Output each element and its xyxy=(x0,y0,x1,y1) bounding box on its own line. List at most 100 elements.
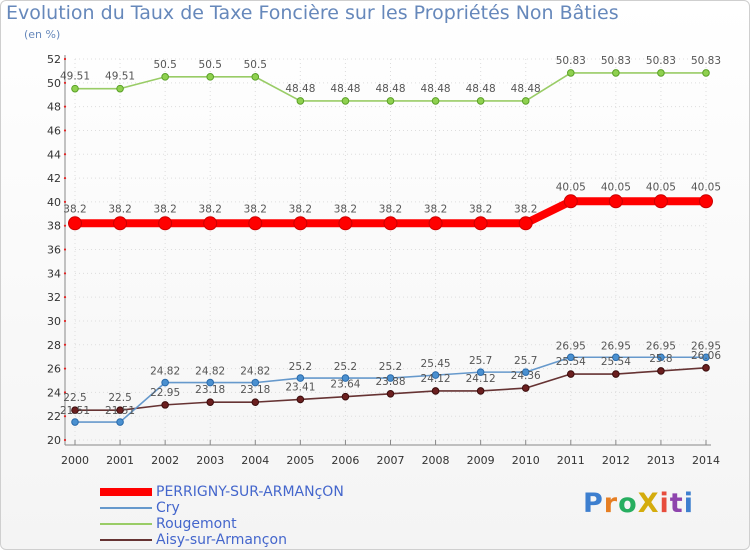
data-point-cry xyxy=(116,418,124,426)
data-label-perrigny-sur-arman-on: 38.2 xyxy=(514,203,537,215)
data-label-aisy-sur-arman-on: 23.64 xyxy=(330,379,360,391)
legend-swatch xyxy=(100,488,152,496)
data-label-cry: 21.51 xyxy=(60,405,90,417)
data-point-perrigny-sur-arman-on xyxy=(518,216,533,231)
data-label-cry: 26.95 xyxy=(556,340,586,352)
logo-letter: i xyxy=(683,488,694,519)
x-tick-label: 2000 xyxy=(61,454,89,467)
x-tick-label: 2004 xyxy=(241,454,269,467)
data-labels: 49.51 49.51 50.5 50.5 50.5 48.48 48.48 48.48 48.… xyxy=(60,55,721,417)
data-point-perrigny-sur-arman-on xyxy=(563,194,578,209)
y-tick-label: 32 xyxy=(47,291,61,304)
data-point-cry xyxy=(251,378,260,387)
data-label-rougemont: 50.83 xyxy=(691,55,721,67)
data-label-cry: 26.95 xyxy=(601,340,631,352)
y-axis-tick-dot xyxy=(63,248,67,251)
data-label-aisy-sur-arman-on: 26.06 xyxy=(691,350,721,362)
x-tick-label: 2010 xyxy=(512,454,540,467)
logo-letter: i xyxy=(659,488,670,519)
data-label-perrigny-sur-arman-on: 38.2 xyxy=(289,203,312,215)
y-tick-label: 28 xyxy=(47,339,61,352)
data-point-cry xyxy=(296,374,305,382)
data-label-cry: 25.2 xyxy=(289,361,312,373)
data-point-aisy-sur-arman-on xyxy=(386,390,395,398)
data-label-aisy-sur-arman-on: 22.5 xyxy=(63,392,86,404)
y-axis-tick-dot xyxy=(63,296,67,299)
data-point-perrigny-sur-arman-on xyxy=(338,216,353,231)
x-tick-label: 2009 xyxy=(467,454,495,467)
data-label-rougemont: 48.48 xyxy=(330,83,360,95)
data-label-cry: 25.7 xyxy=(514,355,537,367)
data-point-perrigny-sur-arman-on xyxy=(428,216,443,231)
data-label-rougemont: 50.83 xyxy=(646,55,676,67)
data-label-aisy-sur-arman-on: 24.12 xyxy=(421,373,451,385)
data-point-cry xyxy=(657,353,665,362)
y-axis-tick-dot xyxy=(63,129,67,132)
logo-letter: o xyxy=(618,488,638,519)
data-label-rougemont: 49.51 xyxy=(60,71,90,83)
data-label-perrigny-sur-arman-on: 40.05 xyxy=(601,181,631,193)
y-axis-tick-dot xyxy=(63,57,67,61)
data-point-rougemont xyxy=(431,97,440,105)
logo-letter: P xyxy=(583,488,604,519)
data-point-rougemont xyxy=(521,97,530,105)
y-tick-label: 24 xyxy=(47,386,61,399)
data-label-aisy-sur-arman-on: 23.41 xyxy=(285,381,315,393)
legend-label: Rougemont xyxy=(156,516,237,532)
x-tick-label: 2013 xyxy=(647,454,675,467)
data-point-cry xyxy=(612,353,620,362)
data-point-perrigny-sur-arman-on xyxy=(203,216,218,231)
data-point-rougemont xyxy=(657,69,665,77)
x-tick-label: 2007 xyxy=(377,454,405,467)
y-tick-label: 38 xyxy=(47,220,61,233)
data-point-aisy-sur-arman-on xyxy=(251,398,260,406)
chart-title: Evolution du Taux de Taxe Foncière sur l… xyxy=(6,2,619,24)
legend-label: PERRIGNY-SUR-ARMANçON xyxy=(156,484,344,500)
y-tick-label: 22 xyxy=(47,410,61,423)
data-point-cry xyxy=(431,371,440,379)
data-label-rougemont: 48.48 xyxy=(511,83,541,95)
data-point-aisy-sur-arman-on xyxy=(431,387,440,395)
data-point-rougemont xyxy=(476,97,485,105)
data-label-perrigny-sur-arman-on: 40.05 xyxy=(556,181,586,193)
data-label-perrigny-sur-arman-on: 38.2 xyxy=(469,203,492,215)
y-axis-tick-dot xyxy=(63,224,67,227)
data-label-aisy-sur-arman-on: 23.18 xyxy=(195,384,225,396)
data-point-rougemont xyxy=(702,69,710,77)
data-label-aisy-sur-arman-on: 23.18 xyxy=(240,384,270,396)
data-label-rougemont: 49.51 xyxy=(105,71,135,83)
data-label-aisy-sur-arman-on: 25.8 xyxy=(649,353,672,365)
y-tick-label: 26 xyxy=(47,363,61,376)
data-point-cry xyxy=(476,368,485,376)
legend-label: Aisy-sur-Armançon xyxy=(156,532,287,548)
y-tick-label: 20 xyxy=(47,434,61,447)
data-point-cry xyxy=(206,378,215,387)
data-point-rougemont xyxy=(566,69,575,77)
y-tick-label: 48 xyxy=(47,101,61,114)
data-label-rougemont: 48.48 xyxy=(285,83,315,95)
data-label-perrigny-sur-arman-on: 38.2 xyxy=(334,203,357,215)
legend-label: Cry xyxy=(156,500,180,516)
y-tick-label: 36 xyxy=(47,244,61,257)
data-label-cry: 24.82 xyxy=(150,366,180,378)
data-label-aisy-sur-arman-on: 22.5 xyxy=(108,392,131,404)
legend-swatch xyxy=(100,539,152,541)
y-axis-tick-dot xyxy=(63,200,67,203)
data-label-rougemont: 48.48 xyxy=(375,83,405,95)
data-point-aisy-sur-arman-on xyxy=(161,401,169,409)
data-point-perrigny-sur-arman-on xyxy=(473,216,488,231)
data-point-aisy-sur-arman-on xyxy=(702,364,710,372)
data-point-rougemont xyxy=(296,97,305,105)
data-point-aisy-sur-arman-on xyxy=(657,367,665,375)
data-point-aisy-sur-arman-on xyxy=(566,370,575,378)
data-label-rougemont: 48.48 xyxy=(421,83,451,95)
x-tick-label: 2006 xyxy=(331,454,359,467)
data-point-cry xyxy=(702,353,710,362)
data-point-aisy-sur-arman-on xyxy=(206,398,215,406)
data-label-cry: 25.45 xyxy=(421,358,451,370)
data-point-aisy-sur-arman-on xyxy=(612,370,620,378)
data-label-perrigny-sur-arman-on: 38.2 xyxy=(199,203,222,215)
logo-letter: r xyxy=(603,488,619,519)
data-point-aisy-sur-arman-on xyxy=(341,392,350,401)
